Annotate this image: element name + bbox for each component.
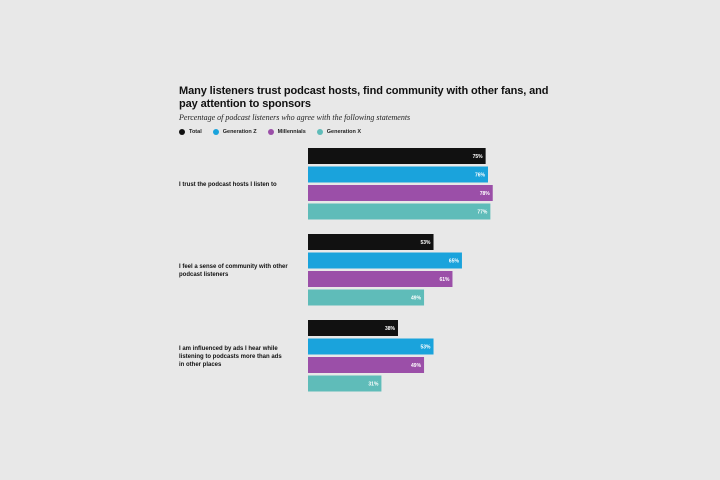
legend-label: Millennials — [277, 129, 306, 135]
bar-value-label: 53% — [421, 240, 432, 246]
category-label: I feel a sense of community with other po… — [179, 264, 288, 278]
chart-legend: Total Generation Z Millennials Generation X — [179, 127, 372, 137]
bar — [308, 357, 425, 373]
bar-value-label: 49% — [411, 296, 422, 302]
bar-value-label: 38% — [385, 326, 396, 332]
bar — [308, 234, 434, 250]
bar — [308, 203, 491, 220]
legend-item-3: Generation X — [316, 129, 362, 135]
bar — [308, 252, 462, 269]
legend-swatch — [212, 129, 219, 135]
bar — [308, 148, 486, 164]
bar — [308, 338, 434, 355]
legend-label: Generation Z — [222, 129, 257, 135]
bar — [308, 320, 398, 336]
legend-item-0: Total — [179, 129, 202, 135]
bar-value-label: 76% — [475, 173, 486, 179]
chart-title: Many listeners trust podcast hosts, find… — [179, 85, 549, 110]
bar — [308, 289, 425, 306]
bar-value-label: 75% — [473, 154, 484, 160]
bar-value-label: 78% — [480, 191, 491, 197]
bar-value-label: 61% — [439, 277, 450, 283]
legend-swatch — [267, 129, 274, 135]
bar-value-label: 31% — [368, 382, 379, 388]
bar-value-label: 65% — [449, 259, 460, 265]
bar — [308, 166, 488, 183]
category-label: I trust the podcast hosts I listen to — [179, 182, 277, 188]
category-label: I am influenced by ads I hear while liste… — [179, 346, 282, 368]
legend-swatch — [316, 129, 323, 135]
legend-item-1: Generation Z — [212, 129, 257, 135]
bar-value-label: 53% — [421, 345, 432, 351]
bar-value-label: 77% — [477, 210, 488, 216]
legend-item-2: Millennials — [267, 129, 306, 135]
bar — [308, 375, 382, 392]
chart-subtitle: Percentage of podcast listeners who agre… — [179, 113, 411, 122]
bar-value-label: 49% — [411, 363, 422, 369]
legend-label: Generation X — [326, 129, 362, 135]
bar — [308, 271, 453, 287]
bar — [308, 185, 493, 201]
legend-label: Total — [189, 129, 202, 135]
legend-swatch — [179, 129, 185, 135]
